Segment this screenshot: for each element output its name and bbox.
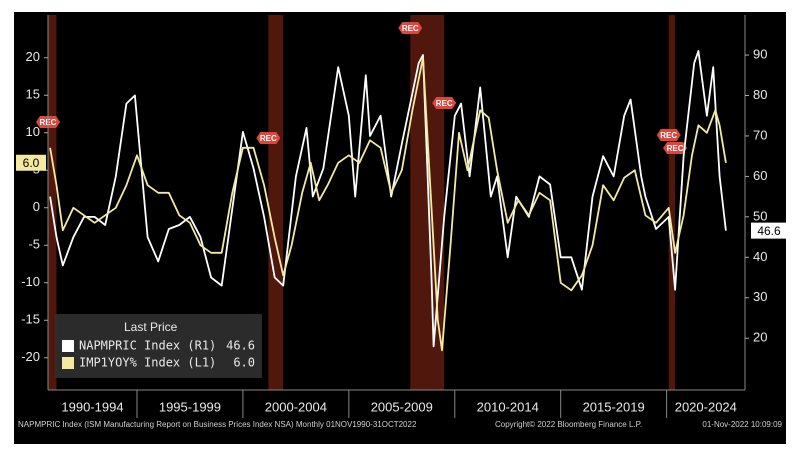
footer-date: 01-Nov-2022 10:09:09 bbox=[702, 420, 782, 429]
y2-tick-label: 60 bbox=[753, 168, 767, 183]
recession-marker bbox=[663, 142, 688, 154]
x-tick-label: 2005-2009 bbox=[371, 399, 433, 414]
last-price-label: 46.6 bbox=[757, 224, 781, 238]
x-tick-label: 2020-2024 bbox=[675, 399, 737, 414]
recession-label: REC bbox=[667, 144, 684, 153]
recession-marker bbox=[398, 22, 423, 34]
legend-swatch bbox=[62, 357, 74, 369]
recession-label: REC bbox=[660, 131, 677, 140]
y2-tick-label: 30 bbox=[753, 289, 767, 304]
recession-marker bbox=[656, 129, 681, 141]
series-line bbox=[49, 56, 727, 352]
y2-tick-label: 50 bbox=[753, 208, 767, 223]
legend-value: 6.0 bbox=[233, 356, 255, 370]
x-tick-label: 2015-2019 bbox=[583, 399, 645, 414]
recession-band bbox=[668, 15, 676, 390]
recession-marker bbox=[256, 132, 281, 144]
footer-copyright: Copyright© 2022 Bloomberg Finance L.P. bbox=[495, 420, 642, 429]
legend-value: 46.6 bbox=[226, 339, 255, 353]
y-tick-label: -20 bbox=[21, 349, 40, 364]
y-tick-label: 15 bbox=[26, 87, 40, 102]
y2-tick-label: 80 bbox=[753, 87, 767, 102]
y-tick-label: 20 bbox=[26, 49, 40, 64]
recession-label: REC bbox=[260, 134, 277, 143]
y2-tick-label: 20 bbox=[753, 330, 767, 345]
recession-band bbox=[48, 15, 57, 390]
recession-marker bbox=[432, 97, 457, 109]
legend-swatch bbox=[62, 340, 74, 352]
recession-band bbox=[268, 15, 284, 390]
last-price-label: 6.0 bbox=[23, 156, 40, 170]
last-price-tag bbox=[751, 222, 787, 239]
y-tick-label: 0 bbox=[33, 199, 40, 214]
x-tick-label: 1995-1999 bbox=[159, 399, 221, 414]
recession-label: REC bbox=[436, 99, 453, 108]
x-tick-label: 1990-1994 bbox=[61, 399, 123, 414]
legend-label: IMP1YOY% Index (L1) bbox=[79, 356, 216, 370]
last-price-tag bbox=[16, 154, 46, 171]
y-tick-label: -10 bbox=[21, 274, 40, 289]
series-line bbox=[49, 50, 727, 348]
y-tick-label: -15 bbox=[21, 312, 40, 327]
y2-tick-label: 40 bbox=[753, 249, 767, 264]
y2-tick-label: 90 bbox=[753, 46, 767, 61]
legend-box bbox=[55, 314, 262, 378]
legend-label: NAPMPRIC Index (R1) bbox=[79, 339, 216, 353]
x-tick-label: 2010-2014 bbox=[477, 399, 539, 414]
y-tick-label: -5 bbox=[28, 237, 40, 252]
y2-tick-label: 70 bbox=[753, 127, 767, 142]
recession-label: REC bbox=[402, 24, 419, 33]
y-tick-label: 10 bbox=[26, 124, 40, 139]
footer-source: NAPMPRIC Index (ISM Manufacturing Report… bbox=[18, 420, 417, 429]
x-tick-label: 2000-2004 bbox=[265, 399, 327, 414]
legend-title: Last Price bbox=[124, 320, 178, 334]
